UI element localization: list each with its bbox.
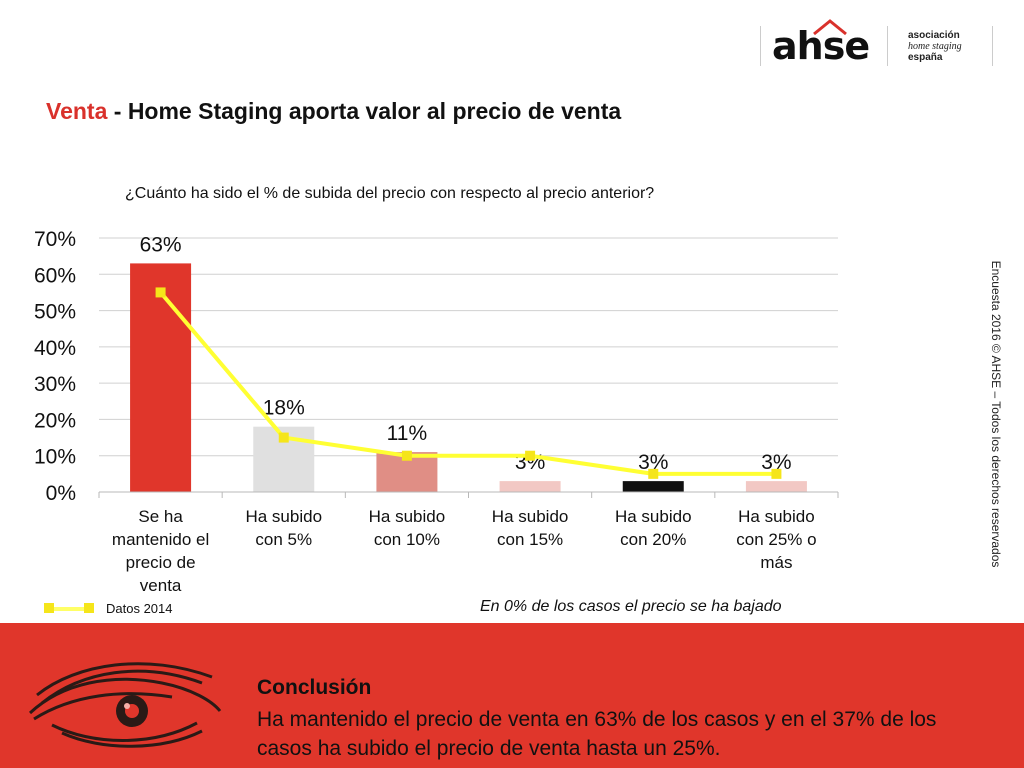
bar-chart: 0%10%20%30%40%50%60%70% 63%18%11%3% 3% 3% …	[34, 228, 839, 595]
x-tick-label: mantenido el	[112, 530, 209, 549]
conclusion-title: Conclusión	[257, 676, 372, 699]
ahse-logo: ahse asociación home staging españa	[760, 18, 995, 70]
data-label: 18%	[263, 397, 305, 420]
y-tick-label: 10%	[34, 446, 76, 469]
y-tick-label: 0%	[46, 482, 76, 505]
x-tick-label: venta	[140, 576, 182, 595]
title-text: - Home Staging aporta valor al precio de…	[107, 98, 622, 124]
x-tick-label: con 10%	[374, 530, 440, 549]
x-axis	[98, 491, 839, 498]
x-tick-label: Ha subido	[492, 507, 569, 526]
conclusion-text: Ha mantenido el precio de venta en 63% d…	[257, 708, 937, 760]
eye-icon	[28, 662, 222, 748]
x-tick-label: Ha subido	[369, 507, 446, 526]
bar	[499, 481, 561, 492]
logo-line-2: home staging	[908, 41, 962, 52]
y-tick-label: 30%	[34, 373, 76, 396]
y-tick-label: 70%	[34, 228, 76, 251]
x-tick-label: más	[760, 553, 792, 572]
x-tick-label: Ha subido	[738, 507, 815, 526]
series-2014-point	[648, 468, 659, 479]
slide-title: Venta - Home Staging aporta valor al pre…	[46, 98, 621, 125]
series-2014-point	[525, 450, 536, 461]
copyright-notice: Encuesta 2016 © AHSE – Todos los derecho…	[987, 232, 1005, 596]
chart-note: En 0% de los casos el precio se ha bajad…	[480, 598, 782, 615]
x-tick-label: precio de	[126, 553, 196, 572]
x-tick-label: con 15%	[497, 530, 563, 549]
legend-line-swatch	[44, 607, 92, 611]
y-tick-label: 40%	[34, 337, 76, 360]
x-tick-label: con 5%	[255, 530, 312, 549]
data-label: 11%	[387, 422, 427, 445]
x-tick-label: con 20%	[620, 530, 686, 549]
copyright-text: Encuesta 2016 © AHSE – Todos los derecho…	[989, 260, 1003, 568]
conclusion-band: Conclusión Ha mantenido el precio de ven…	[0, 623, 1024, 768]
series-2014-point	[401, 450, 412, 461]
legend-label: Datos 2014	[106, 601, 173, 616]
logo-divider	[887, 26, 888, 66]
logo-line-3: españa	[908, 52, 943, 63]
x-tick-label: Ha subido	[245, 507, 322, 526]
bars	[130, 263, 807, 492]
series-2014-line	[155, 287, 782, 479]
series-2014-point	[771, 468, 782, 479]
legend-marker	[44, 603, 54, 613]
logo-word: ahse	[772, 24, 870, 68]
y-tick-label: 60%	[34, 264, 76, 287]
series-2014-path	[159, 291, 777, 476]
chart-question: ¿Cuánto ha sido el % de subida del preci…	[125, 185, 655, 202]
y-tick-label: 20%	[34, 409, 76, 432]
x-tick-label: Ha subido	[615, 507, 692, 526]
data-label: 63%	[140, 233, 182, 256]
logo-subtitle: asociación home staging españa	[908, 30, 962, 63]
logo-divider	[992, 26, 993, 66]
bar	[745, 481, 807, 492]
gridlines	[99, 237, 838, 457]
x-tick-label: con 25% o	[736, 530, 816, 549]
data-label: 3%	[761, 451, 791, 474]
y-axis-ticks: 0% 10% 20% 30% 40% 50% 60% 70%	[34, 228, 76, 505]
data-labels: 63%18%11%3% 3% 3%	[140, 233, 792, 474]
series-2014-point	[155, 287, 166, 298]
y-tick-label: 50%	[34, 301, 76, 324]
bar	[130, 263, 192, 492]
x-tick-label: Se ha	[138, 507, 183, 526]
series-2014-point	[278, 432, 289, 443]
logo-line-1: asociación	[908, 30, 960, 41]
title-accent: Venta	[46, 98, 108, 124]
roof-icon	[813, 19, 847, 36]
x-axis-labels: Se ha mantenido el precio de venta Ha subido…	[112, 507, 817, 595]
legend-marker	[84, 603, 94, 613]
data-label: 3%	[638, 451, 668, 474]
logo-divider	[760, 26, 761, 66]
bar	[622, 481, 684, 492]
